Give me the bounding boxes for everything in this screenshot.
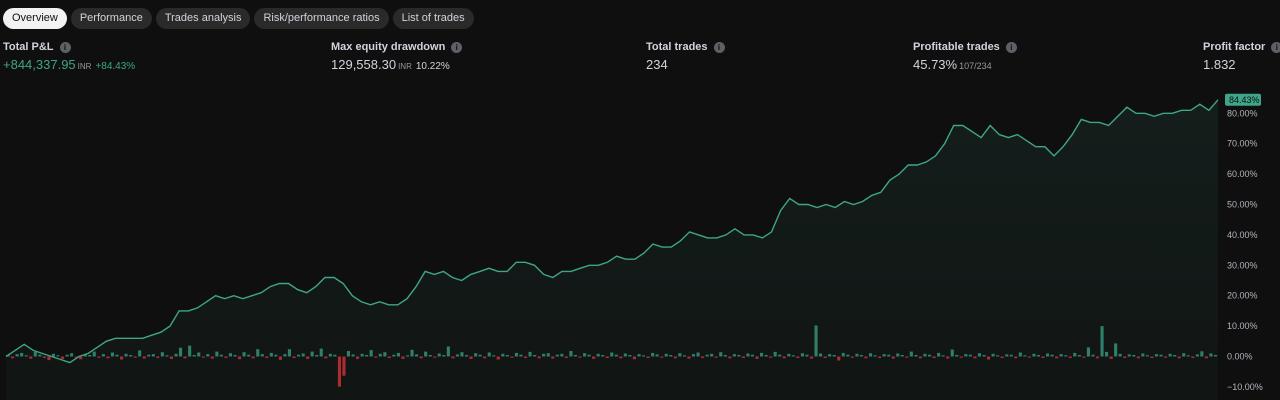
metric-total-trades: Total trades i 234 (646, 41, 725, 72)
y-tick-label: 50.00% (1227, 200, 1258, 210)
trade-bar-gain[interactable] (51, 353, 55, 357)
info-icon[interactable]: i (713, 41, 725, 53)
tab-trades-analysis[interactable]: Trades analysis (155, 8, 251, 29)
max-drawdown-pct: 10.22% (415, 61, 450, 72)
last-value-label: 84.43% (1229, 95, 1260, 105)
total-pnl-label: Total P&L (3, 41, 54, 53)
total-pnl-value: +844,337.95 (3, 57, 76, 72)
trade-bar-loss[interactable] (61, 356, 65, 359)
profitable-trades-value: 45.73% (913, 57, 958, 72)
tab-list-of-trades[interactable]: List of trades (392, 8, 474, 29)
profit-factor-value: 1.832 (1203, 57, 1236, 72)
profitable-trades-count: 107/234 (959, 61, 992, 71)
total-pnl-unit: INR (77, 62, 92, 71)
equity-line (5, 99, 1219, 364)
trade-bar-gain[interactable] (70, 353, 74, 357)
max-drawdown-label: Max equity drawdown (331, 41, 446, 53)
equity-chart[interactable]: 80.00% 70.00% 60.00% 50.00% 40.00% 30.00% 20.0… (0, 80, 1280, 400)
max-drawdown-value: 129,558.30 (331, 57, 397, 72)
trade-bar-loss[interactable] (74, 356, 78, 358)
trade-bar-gain[interactable] (56, 355, 60, 357)
y-tick-label: 20.00% (1227, 291, 1258, 301)
max-drawdown-unit: INR (398, 62, 412, 71)
tab-performance[interactable]: Performance (70, 8, 152, 29)
y-tick-label: 10.00% (1227, 321, 1258, 331)
metric-total-pnl: Total P&L i +844,337.95 INR +84.43% (3, 41, 135, 72)
info-icon[interactable]: i (59, 41, 71, 53)
last-value-badge: 84.43% (1225, 93, 1261, 106)
info-icon[interactable]: i (1271, 41, 1280, 53)
trade-bar-gain[interactable] (65, 354, 69, 357)
tab-risk-performance-ratios[interactable]: Risk/performance ratios (254, 8, 389, 29)
y-tick-label: 30.00% (1227, 260, 1258, 270)
total-trades-value: 234 (646, 57, 668, 72)
report-tabs: Overview Performance Trades analysis Risk/p… (3, 8, 474, 29)
profit-factor-label: Profit factor (1203, 41, 1266, 53)
tab-overview[interactable]: Overview (3, 8, 67, 29)
equity-area (6, 99, 1218, 400)
y-axis: 80.00% 70.00% 60.00% 50.00% 40.00% 30.00% 20.0… (1227, 108, 1263, 392)
y-tick-label: 0.00% (1227, 352, 1253, 362)
profitable-trades-label: Profitable trades (913, 41, 1000, 53)
info-icon[interactable]: i (1005, 41, 1017, 53)
y-tick-label: −10.00% (1227, 382, 1263, 392)
y-tick-label: 70.00% (1227, 139, 1258, 149)
total-trades-label: Total trades (646, 41, 708, 53)
y-tick-label: 40.00% (1227, 230, 1258, 240)
metric-profitable-trades: Profitable trades i 45.73% 107/234 (913, 41, 1017, 72)
metric-max-drawdown: Max equity drawdown i 129,558.30 INR 10.22… (331, 41, 463, 72)
total-pnl-pct: +84.43% (95, 61, 136, 72)
y-tick-label: 80.00% (1227, 108, 1258, 118)
info-icon[interactable]: i (451, 41, 463, 53)
metric-profit-factor: Profit factor i 1.832 (1203, 41, 1280, 72)
y-tick-label: 60.00% (1227, 169, 1258, 179)
